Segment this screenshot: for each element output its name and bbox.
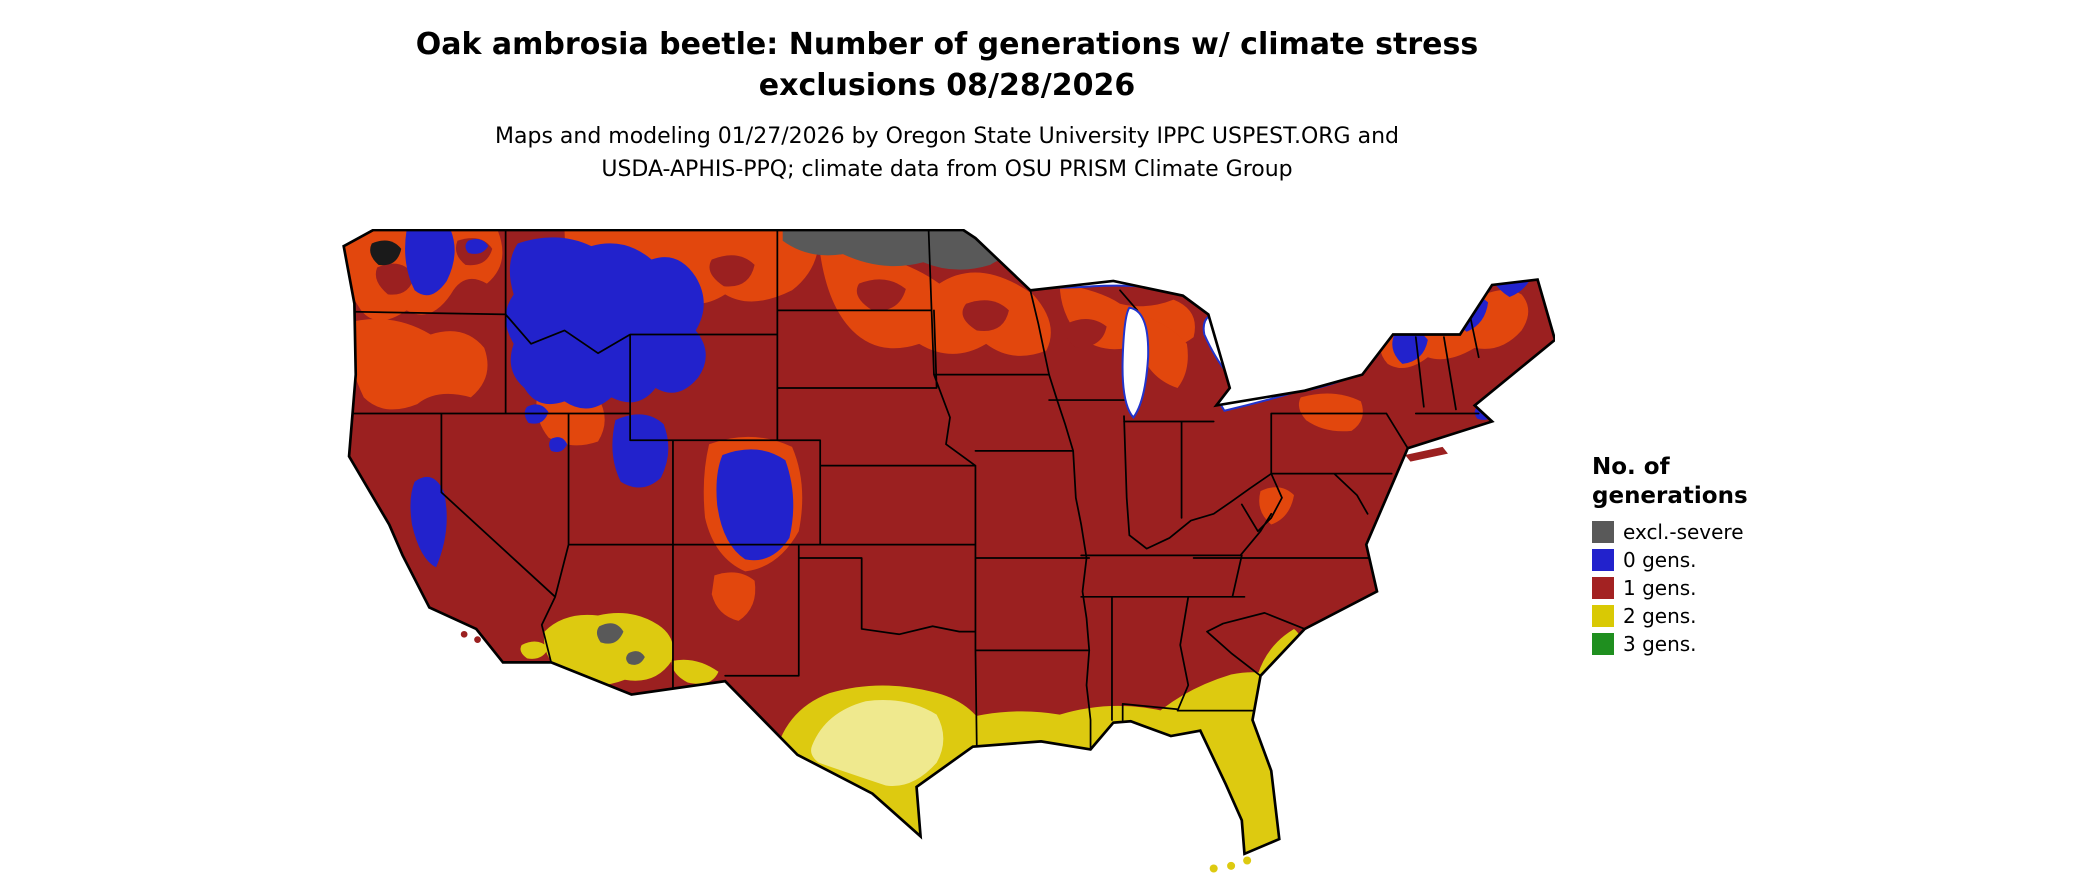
state-borders — [349, 230, 1480, 751]
channel-islands — [460, 446, 1448, 643]
us-generations-map — [342, 229, 1555, 873]
legend-swatch — [1592, 520, 1614, 543]
legend-item: 2 gens. — [1592, 603, 1832, 628]
subtitle-line-1: Maps and modeling 01/27/2026 by Oregon S… — [495, 124, 1399, 149]
legend-item-label: 0 gens. — [1623, 547, 1697, 572]
map-black-region — [370, 240, 402, 266]
legend-items: excl.-severe 0 gens. 1 gens. 2 gens. 3 g… — [1592, 519, 1832, 656]
legend-swatch — [1592, 632, 1614, 655]
page-title: Oak ambrosia beetle: Number of generatio… — [0, 24, 1894, 106]
title-line-1: Oak ambrosia beetle: Number of generatio… — [415, 27, 1479, 62]
map-gray-az-region — [596, 623, 645, 665]
legend-swatch — [1592, 576, 1614, 599]
legend-swatch — [1592, 548, 1614, 571]
lake-michigan — [1121, 306, 1150, 420]
florida-keys — [1209, 856, 1252, 873]
legend-item: 1 gens. — [1592, 575, 1832, 600]
legend-item: 0 gens. — [1592, 547, 1832, 572]
legend-item: excl.-severe — [1592, 519, 1832, 544]
long-island — [1405, 446, 1448, 462]
legend-item-label: 3 gens. — [1623, 631, 1697, 656]
legend: No. of generations excl.-severe 0 gens. … — [1592, 453, 1832, 660]
map-pale-yellow-region — [811, 700, 944, 787]
legend-item-label: 2 gens. — [1623, 603, 1697, 628]
legend-item-label: 1 gens. — [1623, 575, 1697, 600]
legend-title: No. of generations — [1592, 454, 1748, 509]
us-outline — [342, 229, 1555, 856]
subtitle-line-2: USDA-APHIS-PPQ; climate data from OSU PR… — [601, 157, 1293, 182]
legend-item-label: excl.-severe — [1623, 519, 1744, 544]
legend-item: 3 gens. — [1592, 631, 1832, 656]
page-subtitle: Maps and modeling 01/27/2026 by Oregon S… — [0, 120, 1894, 186]
title-line-2: exclusions 08/28/2026 — [758, 68, 1136, 103]
legend-swatch — [1592, 604, 1614, 627]
